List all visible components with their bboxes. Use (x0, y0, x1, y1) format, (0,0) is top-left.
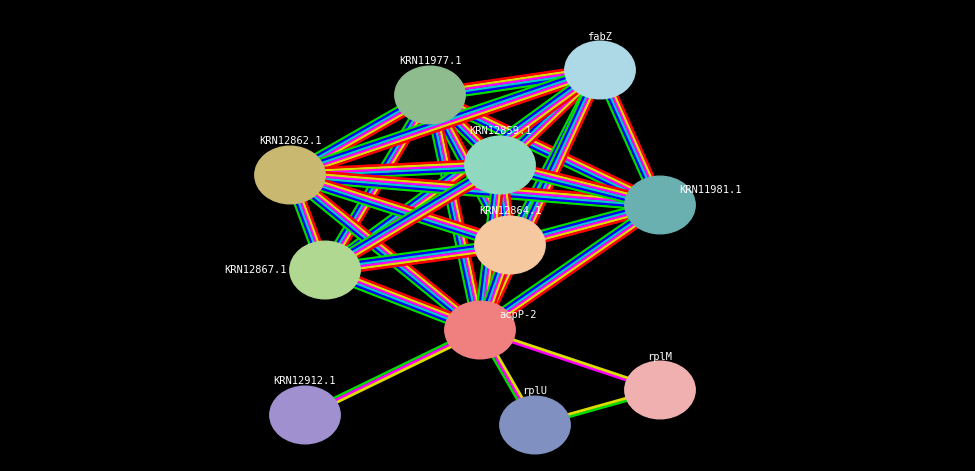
Ellipse shape (625, 176, 695, 234)
Text: rplU: rplU (523, 387, 548, 397)
Text: KRN11981.1: KRN11981.1 (679, 185, 742, 195)
Text: KRN12859.1: KRN12859.1 (469, 127, 531, 137)
Ellipse shape (395, 66, 465, 124)
Ellipse shape (290, 241, 360, 299)
Text: KRN12862.1: KRN12862.1 (258, 137, 321, 146)
Ellipse shape (625, 361, 695, 419)
Text: KRN12912.1: KRN12912.1 (274, 376, 336, 387)
Ellipse shape (270, 386, 340, 444)
Ellipse shape (565, 41, 635, 99)
Text: KRN11977.1: KRN11977.1 (399, 57, 461, 66)
Ellipse shape (475, 216, 545, 274)
Text: acpP-2: acpP-2 (499, 310, 536, 320)
Text: rplM: rplM (647, 351, 673, 362)
Text: KRN12864.1: KRN12864.1 (479, 206, 541, 217)
Text: KRN12867.1: KRN12867.1 (224, 265, 287, 275)
Ellipse shape (254, 146, 326, 204)
Ellipse shape (465, 136, 535, 194)
Text: fabZ: fabZ (588, 32, 612, 41)
Ellipse shape (500, 396, 570, 454)
Ellipse shape (445, 301, 515, 359)
